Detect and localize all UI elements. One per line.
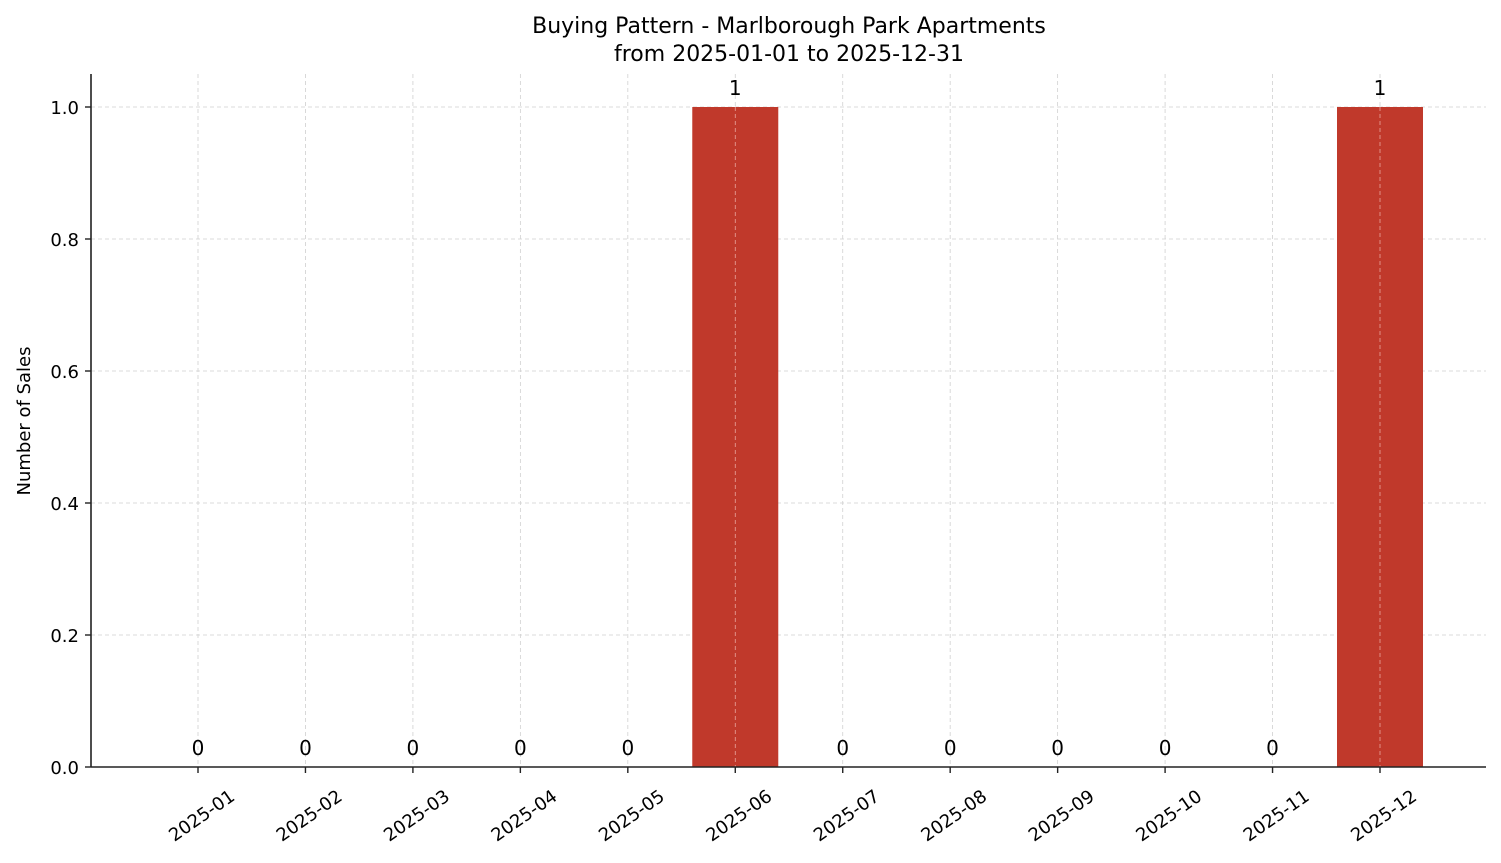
y-tick-label: 0.0: [50, 758, 79, 779]
bar-value-label: 0: [836, 736, 849, 760]
x-tick-label: 2025-10: [1132, 786, 1206, 846]
bar-value-label: 0: [1266, 736, 1279, 760]
bar-value-label: 0: [192, 736, 205, 760]
y-axis-label: Number of Sales: [14, 346, 35, 495]
bar-value-label: 0: [514, 736, 527, 760]
bar-value-label: 0: [944, 736, 957, 760]
chart-title: Buying Pattern - Marlborough Park Apartm…: [532, 14, 1046, 67]
bar-value-label: 1: [729, 76, 742, 100]
bar-value-label: 1: [1374, 76, 1387, 100]
y-tick-label: 0.4: [50, 494, 79, 515]
gridlines: [91, 74, 1486, 767]
bar-value-label: 0: [1159, 736, 1172, 760]
x-tick-label: 2025-07: [810, 786, 884, 846]
bars: [692, 107, 1423, 767]
x-tick-label: 2025-12: [1347, 786, 1421, 846]
bar-value-label: 0: [621, 736, 634, 760]
x-tick-label: 2025-11: [1240, 786, 1314, 846]
x-axis-ticks: 2025-01 2025-02 2025-03 2025-04 2025-05 2025-…: [165, 767, 1421, 846]
x-tick-label: 2025-03: [380, 786, 454, 846]
y-tick-label: 0.6: [50, 362, 79, 383]
y-tick-label: 0.2: [50, 626, 79, 647]
x-tick-label: 2025-02: [273, 786, 347, 846]
x-tick-label: 2025-04: [488, 786, 562, 846]
x-tick-label: 2025-08: [917, 786, 991, 846]
bar-value-label: 0: [407, 736, 420, 760]
y-tick-label: 1.0: [50, 98, 79, 119]
y-tick-label: 0.8: [50, 230, 79, 251]
axes: [90, 74, 1486, 768]
bar-value-label: 0: [299, 736, 312, 760]
bar-value-label: 0: [1051, 736, 1064, 760]
y-axis-ticks: 0.0 0.2 0.4 0.6 0.8 1.0: [50, 98, 91, 779]
x-tick-label: 2025-01: [165, 786, 239, 846]
chart-title-line-1: Buying Pattern - Marlborough Park Apartm…: [532, 14, 1046, 39]
x-tick-label: 2025-06: [702, 786, 776, 846]
x-tick-label: 2025-05: [595, 786, 669, 846]
x-tick-label: 2025-09: [1025, 786, 1099, 846]
bar-value-labels: 0 0 0 0 0 1 0 0 0 0 0 1: [192, 76, 1387, 760]
chart-title-line-2: from 2025-01-01 to 2025-12-31: [614, 42, 964, 67]
